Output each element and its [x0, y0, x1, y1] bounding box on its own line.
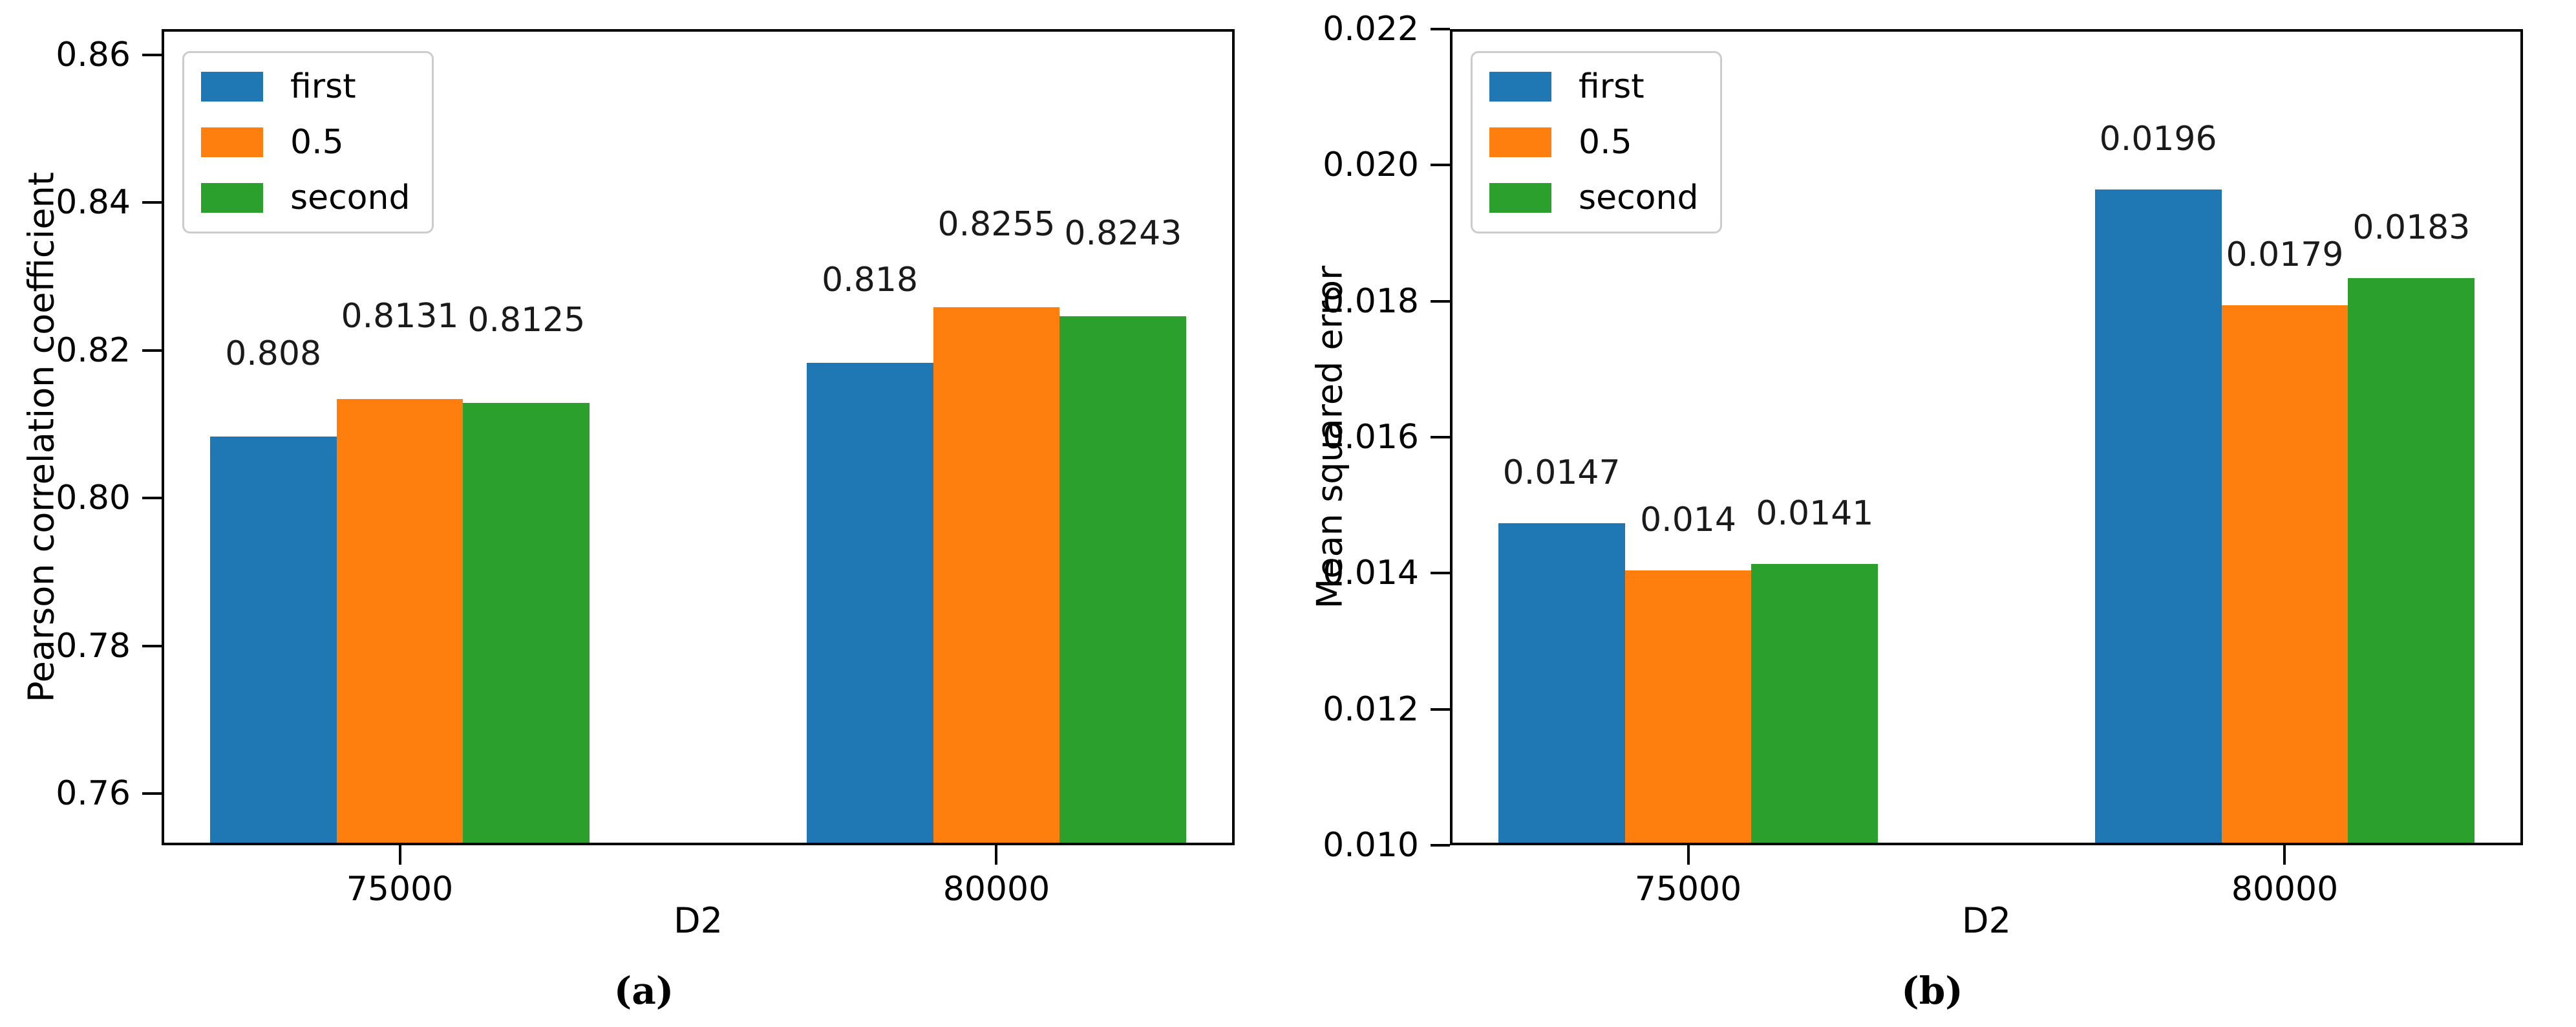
x-axis-label: D2 — [1962, 900, 2011, 941]
y-tick-mark — [1431, 164, 1450, 167]
legend-label: first — [290, 67, 356, 106]
y-tick-label: 0.016 — [1323, 418, 1419, 457]
bar-value-label: 0.0147 — [1502, 453, 1621, 492]
bar-value-label: 0.8255 — [937, 205, 1056, 244]
y-tick-label: 0.80 — [56, 479, 131, 518]
y-tick-mark — [142, 792, 162, 795]
bar-value-label: 0.0183 — [2352, 208, 2471, 248]
bar-first-75000 — [209, 436, 337, 843]
y-axis-label: Pearson correlation coefficient — [21, 171, 62, 703]
bar-value-label: 0.014 — [1640, 501, 1736, 540]
y-tick-label: 0.86 — [56, 35, 131, 74]
legend-item: 0.5 — [1489, 125, 1698, 159]
y-tick-label: 0.014 — [1323, 554, 1419, 593]
bar-value-label: 0.818 — [822, 260, 919, 299]
y-tick-mark — [1431, 436, 1450, 438]
legend-item: first — [201, 70, 410, 103]
legend-label: second — [1579, 178, 1699, 217]
bar-second-75000 — [1751, 563, 1879, 843]
bar-second-80000 — [1059, 316, 1187, 843]
x-tick-mark — [995, 845, 998, 865]
bar-value-label: 0.0179 — [2226, 235, 2344, 275]
legend-item: second — [201, 181, 410, 215]
legend-swatch-0.5 — [201, 127, 263, 157]
y-tick-mark — [142, 349, 162, 352]
subfigure-caption: (a) — [613, 969, 674, 1013]
x-tick-mark — [2283, 845, 2286, 865]
x-tick-mark — [398, 845, 401, 865]
legend-label: 0.5 — [1579, 123, 1632, 162]
plot-area: 0.808 0.818 0.8131 0.8255 0.8125 0.8243 first 0… — [162, 29, 1235, 845]
y-tick-mark — [142, 53, 162, 56]
legend: first 0.5 second — [182, 51, 434, 233]
y-tick-label: 0.018 — [1323, 281, 1419, 321]
bar-value-label: 0.0141 — [1756, 493, 1874, 533]
x-tick-mark — [1687, 845, 1690, 865]
y-tick-label: 0.84 — [56, 183, 131, 222]
bar-value-label: 0.0196 — [2099, 120, 2217, 159]
y-tick-mark — [142, 201, 162, 204]
bar-first-80000 — [806, 362, 933, 843]
bar-second-80000 — [2348, 278, 2475, 843]
y-tick-mark — [142, 644, 162, 647]
y-tick-label: 0.010 — [1323, 826, 1419, 865]
plot-area: 0.0147 0.0196 0.014 0.0179 0.0141 0.0183 first… — [1450, 29, 2523, 845]
bar-first-75000 — [1498, 523, 1625, 843]
legend-swatch-0.5 — [1489, 127, 1551, 157]
y-tick-mark — [1431, 572, 1450, 575]
bar-0.5-80000 — [2221, 305, 2348, 843]
y-tick-label: 0.82 — [56, 330, 131, 370]
y-tick-mark — [142, 497, 162, 500]
subfigure-caption: (b) — [1901, 969, 1963, 1013]
bar-value-label: 0.808 — [225, 334, 322, 373]
x-tick-label: 75000 — [1634, 870, 1742, 909]
bar-value-label: 0.8125 — [467, 301, 586, 340]
legend-item: 0.5 — [201, 125, 410, 159]
bar-0.5-75000 — [336, 398, 463, 843]
chart-a: Pearson correlation coefficient 0.808 0.8… — [21, 29, 1235, 1013]
legend-swatch-second — [201, 183, 263, 213]
y-tick-label: 0.76 — [56, 774, 131, 814]
legend-item: first — [1489, 70, 1698, 103]
bar-second-75000 — [463, 403, 590, 843]
legend-swatch-first — [1489, 72, 1551, 102]
legend-swatch-second — [1489, 183, 1551, 213]
bar-0.5-75000 — [1624, 570, 1752, 843]
chart-b: Mean squared error 0.0147 0.0196 0.014 0.01… — [1288, 0, 2576, 1027]
bar-first-80000 — [2094, 189, 2222, 843]
x-tick-label: 75000 — [346, 870, 454, 909]
y-tick-mark — [1431, 708, 1450, 711]
bar-value-label: 0.8131 — [341, 296, 459, 336]
legend: first 0.5 second — [1471, 51, 1723, 233]
x-axis-label: D2 — [674, 900, 723, 941]
y-tick-mark — [1431, 299, 1450, 303]
y-tick-label: 0.78 — [56, 626, 131, 665]
y-tick-label: 0.022 — [1323, 10, 1419, 49]
legend-label: second — [290, 178, 410, 217]
y-tick-mark — [1431, 28, 1450, 30]
x-tick-label: 80000 — [942, 870, 1050, 909]
bar-value-label: 0.8243 — [1064, 213, 1182, 253]
legend-label: 0.5 — [290, 123, 344, 162]
y-tick-mark — [1431, 844, 1450, 847]
x-tick-label: 80000 — [2231, 870, 2339, 909]
legend-label: first — [1579, 67, 1645, 106]
y-tick-label: 0.020 — [1323, 146, 1419, 185]
bar-0.5-80000 — [933, 307, 1060, 843]
legend-item: second — [1489, 181, 1698, 215]
y-tick-label: 0.012 — [1323, 689, 1419, 729]
legend-swatch-first — [201, 72, 263, 102]
